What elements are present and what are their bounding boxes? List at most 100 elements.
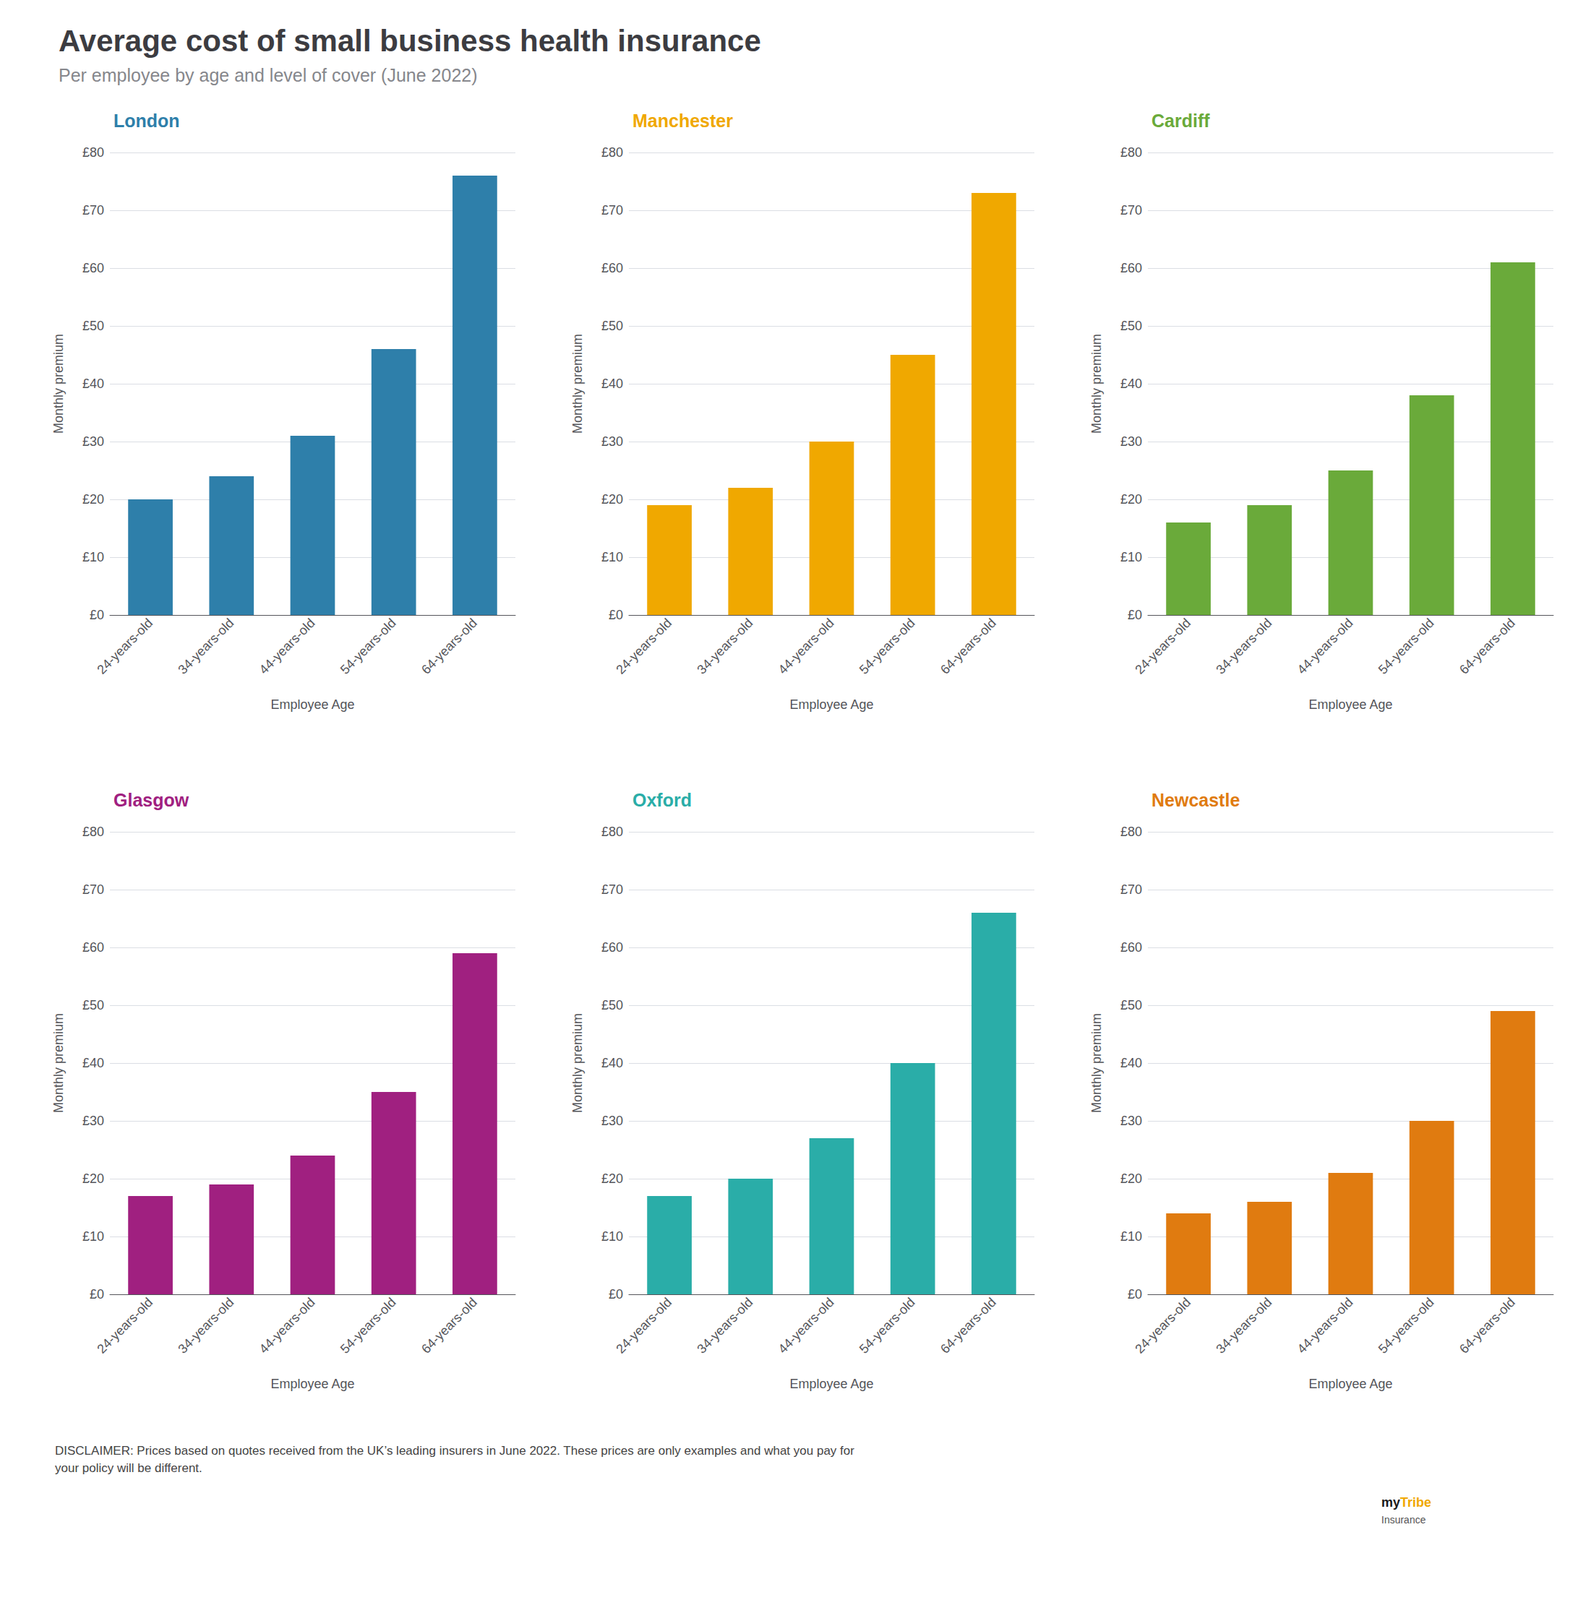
- svg-text:£20: £20: [82, 1171, 105, 1187]
- svg-text:£80: £80: [1120, 824, 1143, 840]
- svg-text:your policy will be different.: your policy will be different.: [54, 1461, 203, 1476]
- svg-text:Monthly premium: Monthly premium: [51, 333, 66, 434]
- svg-text:34-years-old: 34-years-old: [1213, 615, 1276, 678]
- svg-text:DISCLAIMER: Prices based on qu: DISCLAIMER: Prices based on quotes recei…: [54, 1444, 855, 1458]
- svg-text:34-years-old: 34-years-old: [175, 615, 238, 678]
- svg-text:64-years-old: 64-years-old: [418, 615, 480, 678]
- svg-text:£10: £10: [1120, 550, 1143, 565]
- svg-text:£80: £80: [601, 145, 624, 160]
- svg-text:£10: £10: [601, 1229, 624, 1245]
- svg-text:£40: £40: [82, 1056, 105, 1071]
- svg-text:54-years-old: 54-years-old: [856, 1295, 919, 1357]
- svg-text:£20: £20: [601, 1171, 624, 1187]
- svg-text:Tribe: Tribe: [1400, 1495, 1432, 1511]
- svg-text:64-years-old: 64-years-old: [937, 1295, 999, 1357]
- svg-text:£40: £40: [601, 376, 624, 392]
- svg-text:£0: £0: [89, 1287, 105, 1302]
- svg-text:24-years-old: 24-years-old: [93, 1295, 156, 1357]
- svg-text:London: London: [113, 110, 180, 131]
- svg-text:Employee Age: Employee Age: [1308, 1377, 1393, 1392]
- svg-text:£70: £70: [1120, 203, 1143, 218]
- svg-text:Employee Age: Employee Age: [789, 697, 874, 712]
- svg-text:54-years-old: 54-years-old: [1375, 1295, 1437, 1357]
- svg-text:34-years-old: 34-years-old: [175, 1295, 238, 1357]
- svg-text:24-years-old: 24-years-old: [1131, 1295, 1194, 1357]
- svg-text:44-years-old: 44-years-old: [775, 615, 838, 678]
- svg-text:£80: £80: [82, 145, 105, 160]
- svg-text:44-years-old: 44-years-old: [1294, 615, 1357, 678]
- svg-text:£30: £30: [82, 434, 105, 449]
- svg-text:£30: £30: [1120, 434, 1143, 449]
- svg-text:Employee Age: Employee Age: [270, 697, 355, 712]
- svg-text:£40: £40: [601, 1056, 624, 1071]
- svg-text:Manchester: Manchester: [632, 110, 733, 131]
- svg-text:£10: £10: [1120, 1229, 1143, 1245]
- svg-text:Employee Age: Employee Age: [789, 1377, 874, 1392]
- svg-text:Insurance: Insurance: [1381, 1514, 1427, 1526]
- svg-text:54-years-old: 54-years-old: [1375, 615, 1437, 678]
- svg-text:£40: £40: [1120, 376, 1143, 392]
- svg-text:£80: £80: [601, 824, 624, 840]
- svg-text:Employee Age: Employee Age: [1308, 697, 1393, 712]
- svg-text:£20: £20: [1120, 492, 1143, 507]
- svg-text:44-years-old: 44-years-old: [256, 615, 319, 678]
- svg-text:£40: £40: [1120, 1056, 1143, 1071]
- svg-text:24-years-old: 24-years-old: [1131, 615, 1194, 678]
- svg-text:£20: £20: [1120, 1171, 1143, 1187]
- svg-text:64-years-old: 64-years-old: [1456, 615, 1518, 678]
- svg-text:£0: £0: [608, 607, 624, 623]
- svg-text:£10: £10: [82, 550, 105, 565]
- svg-text:34-years-old: 34-years-old: [694, 615, 757, 678]
- svg-text:£10: £10: [82, 1229, 105, 1245]
- svg-text:£20: £20: [82, 492, 105, 507]
- svg-text:my: my: [1381, 1495, 1401, 1511]
- svg-text:£30: £30: [1120, 1113, 1143, 1129]
- svg-text:Monthly premium: Monthly premium: [1089, 1013, 1104, 1114]
- svg-text:Oxford: Oxford: [632, 790, 692, 811]
- svg-text:£60: £60: [1120, 940, 1143, 955]
- svg-text:£50: £50: [82, 998, 105, 1013]
- svg-text:£30: £30: [82, 1113, 105, 1129]
- svg-text:£50: £50: [601, 318, 624, 334]
- svg-text:Monthly premium: Monthly premium: [51, 1013, 66, 1114]
- svg-text:44-years-old: 44-years-old: [775, 1295, 838, 1357]
- svg-text:£80: £80: [1120, 145, 1143, 160]
- svg-text:54-years-old: 54-years-old: [337, 1295, 400, 1357]
- svg-text:Glasgow: Glasgow: [113, 790, 190, 811]
- svg-text:£20: £20: [601, 492, 624, 507]
- svg-text:Monthly premium: Monthly premium: [1089, 333, 1104, 434]
- svg-text:£60: £60: [601, 260, 624, 276]
- svg-text:£10: £10: [601, 550, 624, 565]
- svg-text:Average cost of small business: Average cost of small business health in…: [58, 23, 762, 58]
- svg-text:£70: £70: [82, 203, 105, 218]
- svg-text:£0: £0: [1127, 607, 1143, 623]
- svg-text:£50: £50: [1120, 998, 1143, 1013]
- svg-text:24-years-old: 24-years-old: [612, 1295, 675, 1357]
- svg-text:54-years-old: 54-years-old: [337, 615, 400, 678]
- svg-text:£60: £60: [82, 940, 105, 955]
- svg-text:44-years-old: 44-years-old: [1294, 1295, 1357, 1357]
- svg-text:£60: £60: [82, 260, 105, 276]
- svg-text:Employee Age: Employee Age: [270, 1377, 355, 1392]
- svg-text:£50: £50: [1120, 318, 1143, 334]
- svg-text:£40: £40: [82, 376, 105, 392]
- svg-text:£70: £70: [82, 882, 105, 898]
- svg-text:Monthly premium: Monthly premium: [570, 333, 585, 434]
- svg-text:£0: £0: [608, 1287, 624, 1302]
- svg-text:£0: £0: [89, 607, 105, 623]
- svg-text:£50: £50: [601, 998, 624, 1013]
- svg-text:£70: £70: [601, 882, 624, 898]
- svg-text:£80: £80: [82, 824, 105, 840]
- svg-text:34-years-old: 34-years-old: [694, 1295, 757, 1357]
- svg-text:24-years-old: 24-years-old: [93, 615, 156, 678]
- svg-text:Monthly premium: Monthly premium: [570, 1013, 585, 1114]
- svg-text:£70: £70: [1120, 882, 1143, 898]
- svg-text:64-years-old: 64-years-old: [418, 1295, 480, 1357]
- svg-text:£70: £70: [601, 203, 624, 218]
- svg-text:£60: £60: [601, 940, 624, 955]
- svg-text:Newcastle: Newcastle: [1151, 790, 1240, 811]
- svg-text:£60: £60: [1120, 260, 1143, 276]
- svg-text:Per employee by age and level: Per employee by age and level of cover (…: [58, 65, 478, 86]
- svg-text:54-years-old: 54-years-old: [856, 615, 919, 678]
- svg-text:44-years-old: 44-years-old: [256, 1295, 319, 1357]
